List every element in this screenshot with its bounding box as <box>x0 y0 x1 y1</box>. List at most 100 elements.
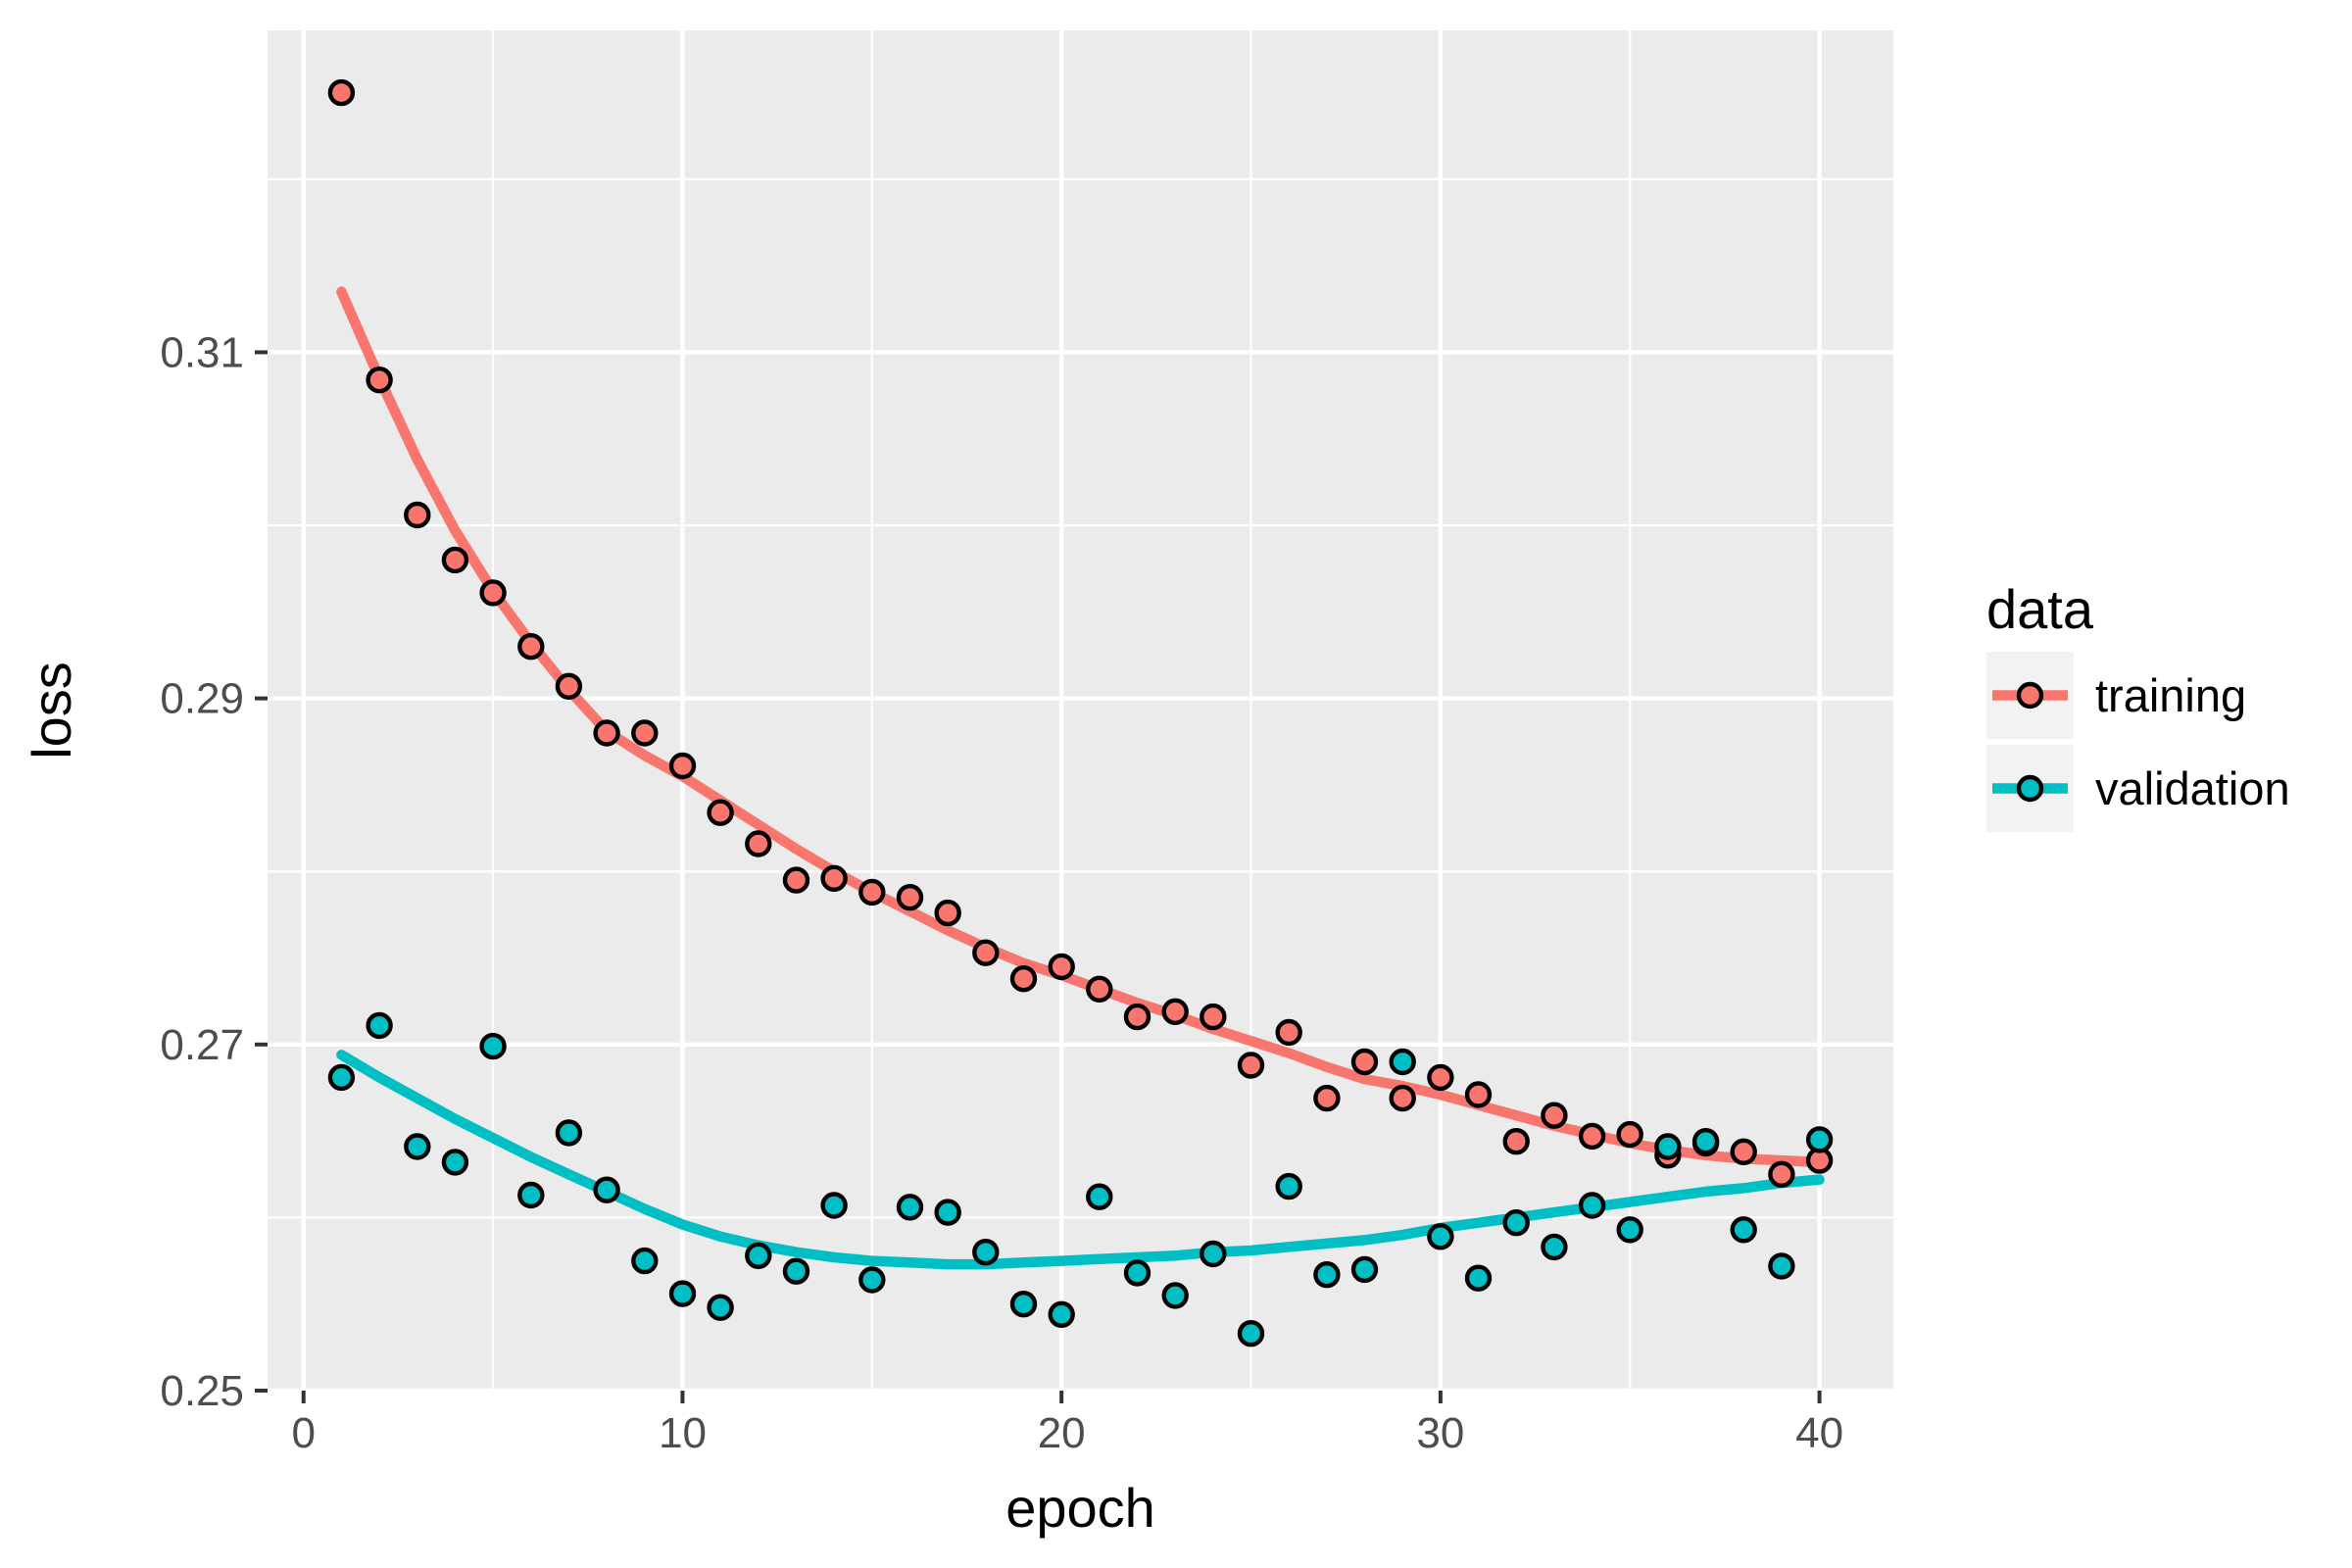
validation-point <box>517 1181 545 1209</box>
validation-point <box>1654 1133 1682 1160</box>
training-point <box>896 884 924 911</box>
legend-entry-training: training <box>1986 652 2246 739</box>
validation-point <box>972 1238 1000 1266</box>
training-point <box>820 864 848 892</box>
validation-point <box>1123 1259 1152 1287</box>
grid-minor <box>268 30 1893 1391</box>
validation-point <box>1161 1282 1189 1309</box>
validation-point <box>479 1032 507 1060</box>
validation-point <box>820 1192 848 1219</box>
validation-point <box>1313 1260 1341 1289</box>
legend-label: validation <box>2095 762 2290 814</box>
legend-key-point <box>2016 774 2044 803</box>
training-point <box>1389 1084 1416 1112</box>
validation-point <box>782 1257 810 1285</box>
validation-point <box>555 1119 583 1147</box>
validation-point <box>1048 1300 1075 1329</box>
validation-point <box>1730 1216 1757 1244</box>
validation-point <box>1350 1255 1379 1284</box>
training-point <box>1350 1048 1379 1076</box>
training-point <box>404 501 431 529</box>
legend-key-point <box>2016 681 2044 710</box>
training-point <box>593 719 620 747</box>
y-tick-label: 0.27 <box>160 1021 244 1069</box>
validation-point <box>327 1063 356 1092</box>
training-point <box>668 752 697 780</box>
validation-point <box>1502 1208 1530 1237</box>
training-point <box>366 367 393 394</box>
y-tick-label: 0.25 <box>160 1367 244 1415</box>
validation-point <box>404 1133 431 1160</box>
validation-point <box>1237 1319 1265 1348</box>
training-point <box>1313 1084 1341 1112</box>
legend-label: training <box>2095 669 2246 721</box>
training-point <box>1768 1160 1795 1189</box>
x-tick-label: 20 <box>1038 1409 1086 1457</box>
validation-point <box>707 1294 734 1321</box>
y-tick-label: 0.29 <box>160 675 244 723</box>
training-point <box>441 546 469 574</box>
plot-panel <box>268 30 1893 1391</box>
x-axis-title: epoch <box>1005 1477 1155 1539</box>
validation-point <box>1200 1240 1227 1268</box>
validation-point <box>1578 1192 1606 1219</box>
training-point <box>1009 965 1038 993</box>
validation-point <box>1275 1172 1302 1200</box>
training-point <box>1427 1063 1454 1092</box>
grid-major <box>268 30 1893 1394</box>
validation-smooth-line <box>336 1050 1825 1270</box>
training-point <box>1578 1122 1606 1151</box>
validation-point <box>1086 1183 1113 1210</box>
training-point <box>1048 953 1075 981</box>
training-point <box>858 878 886 906</box>
training-points <box>327 78 1834 1189</box>
validation-point <box>631 1247 659 1275</box>
training-point <box>479 579 507 607</box>
x-tick-label: 0 <box>291 1409 315 1457</box>
validation-point <box>1464 1264 1493 1292</box>
validation-point <box>858 1266 886 1294</box>
validation-point <box>1768 1252 1795 1280</box>
training-point <box>745 830 772 858</box>
validation-point <box>896 1194 924 1221</box>
training-point <box>972 939 1000 966</box>
legend-entry-validation: validation <box>1986 745 2290 832</box>
training-point <box>1616 1120 1643 1149</box>
x-tick-label: 10 <box>659 1409 707 1457</box>
y-tick-label: 0.31 <box>160 328 244 376</box>
validation-point <box>934 1199 961 1226</box>
validation-point <box>745 1242 772 1270</box>
validation-point <box>1009 1290 1038 1318</box>
validation-point <box>1427 1223 1454 1250</box>
training-point <box>1275 1018 1302 1047</box>
training-point <box>1237 1052 1265 1079</box>
training-point <box>707 799 734 826</box>
validation-point <box>1541 1233 1568 1261</box>
training-point <box>1464 1081 1493 1108</box>
training-point <box>1123 1003 1152 1031</box>
validation-point <box>441 1149 469 1176</box>
training-point <box>934 899 961 927</box>
validation-point <box>668 1280 697 1307</box>
training-point <box>327 78 356 107</box>
training-point <box>782 866 810 894</box>
validation-point <box>1805 1126 1834 1153</box>
legend-title: data <box>1986 578 2094 640</box>
training-point <box>517 633 545 661</box>
validation-point <box>593 1176 620 1203</box>
validation-point <box>1616 1216 1643 1244</box>
training-point <box>1541 1102 1568 1129</box>
x-tick-label: 40 <box>1795 1409 1843 1457</box>
training-point <box>1730 1138 1757 1166</box>
training-point <box>555 672 583 700</box>
training-point <box>1161 998 1189 1026</box>
training-point <box>1200 1003 1227 1031</box>
training-point <box>631 719 659 747</box>
training-smooth-line <box>336 286 1825 1168</box>
training-point <box>1502 1127 1530 1155</box>
validation-point <box>366 1011 393 1040</box>
y-axis-title: loss <box>21 662 82 760</box>
